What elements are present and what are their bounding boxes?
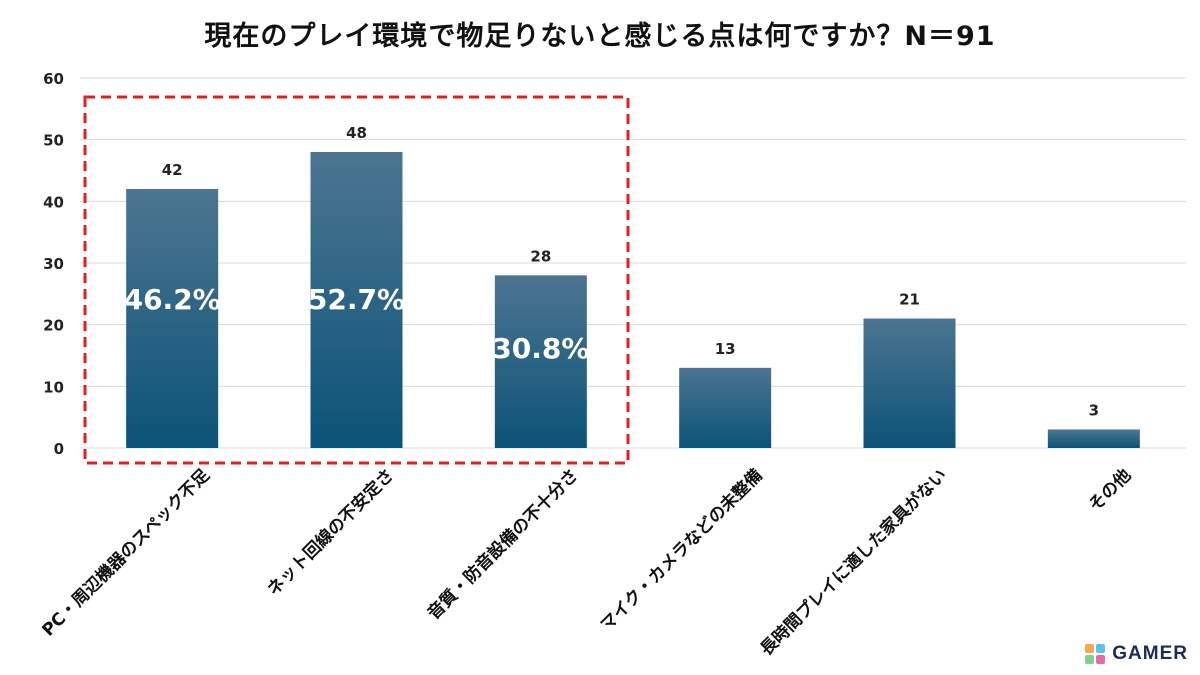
x-tick-label: その他 — [1084, 465, 1135, 516]
x-axis-tick-labels: PC・周辺機器のスペック不足 ネット回線の不安定さ 音質・防音設備の不十分さ マイク・… — [38, 465, 1136, 660]
bar-value-label: 3 — [1089, 402, 1099, 420]
bar — [126, 189, 219, 448]
y-tick-label: 10 — [43, 378, 64, 396]
bar-value-label: 42 — [162, 161, 183, 179]
highlight-box — [83, 95, 630, 465]
x-tick-label: ネット回線の不安定さ — [263, 465, 398, 600]
y-tick-label: 0 — [54, 440, 64, 458]
bar-percent-label: 30.8% — [492, 332, 589, 365]
bar-value-label: 13 — [715, 340, 736, 358]
gamer-logo: GAMER — [1084, 643, 1188, 665]
gamer-logo-text: GAMER — [1112, 643, 1188, 664]
bar — [863, 318, 956, 448]
bar-percent-label: 52.7% — [308, 283, 405, 316]
y-tick-label: 20 — [43, 317, 64, 335]
bar-value-label: 21 — [899, 291, 920, 309]
gamer-logo-icon — [1085, 644, 1106, 664]
bar-percent-label: 46.2% — [124, 283, 221, 316]
bar-value-label: 28 — [530, 247, 551, 265]
bar — [310, 152, 403, 448]
y-axis-tick-labels: 0 10 20 30 40 50 60 — [43, 70, 64, 458]
bar-value-label: 48 — [346, 124, 367, 142]
y-tick-label: 60 — [43, 70, 64, 88]
y-tick-label: 40 — [43, 193, 64, 211]
x-tick-label: 長時間プレイに適した家具がない — [756, 465, 951, 660]
bars — [126, 152, 1140, 448]
y-tick-label: 50 — [43, 132, 64, 150]
bar — [679, 367, 772, 448]
x-tick-label: 音質・防音設備の不十分さ — [423, 465, 582, 624]
y-tick-label: 30 — [43, 255, 64, 273]
x-tick-label: マイク・カメラなどの未整備 — [596, 465, 767, 636]
bar — [494, 275, 587, 448]
grid-lines — [80, 77, 1186, 449]
x-tick-label: PC・周辺機器のスペック不足 — [38, 465, 214, 641]
bar-value-labels: 42 46.2% 48 52.7% 28 30.8% 13 21 3 — [124, 124, 1099, 420]
chart-title: 現在のプレイ環境で物足りないと感じる点は何ですか？N＝91 — [204, 21, 996, 52]
bar — [1047, 429, 1140, 448]
